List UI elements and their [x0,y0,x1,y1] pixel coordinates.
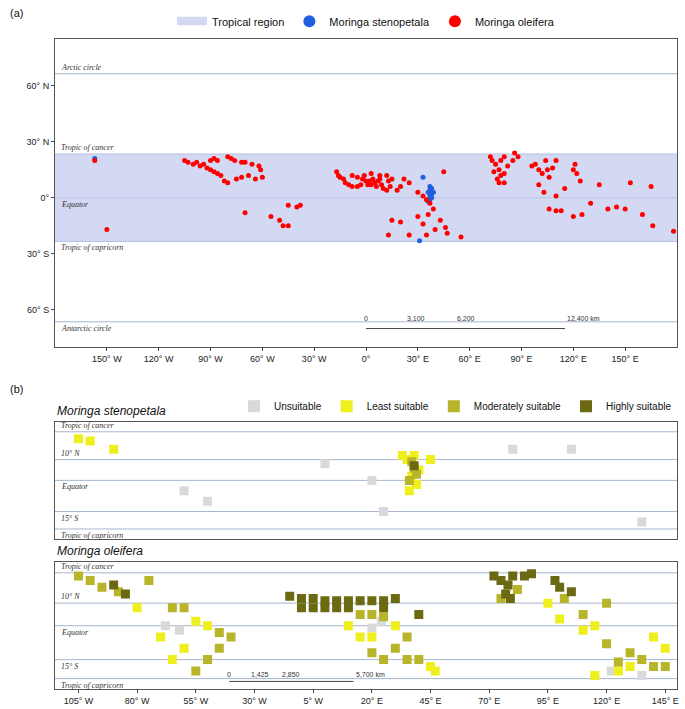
svg-text:Moringa stenopetala: Moringa stenopetala [57,404,166,418]
svg-text:3,100: 3,100 [407,315,425,322]
svg-text:120° E: 120° E [593,696,620,706]
svg-text:60° N: 60° N [27,81,50,91]
svg-text:6,200: 6,200 [457,315,475,322]
svg-text:Tropic of cancer: Tropic of cancer [61,421,114,430]
svg-text:Moringa oleifera: Moringa oleifera [475,16,555,28]
svg-text:10° N: 10° N [61,449,80,458]
svg-text:Equator: Equator [61,200,89,209]
svg-text:0: 0 [227,671,231,678]
svg-text:105° W: 105° W [64,696,94,706]
svg-text:30° S: 30° S [27,249,49,259]
svg-text:Tropic of capricorn: Tropic of capricorn [61,531,123,540]
svg-text:Tropical region: Tropical region [212,16,284,28]
svg-text:90° W: 90° W [198,354,223,364]
svg-text:15° S: 15° S [61,514,78,523]
svg-text:Arctic circle: Arctic circle [61,63,102,72]
svg-text:5° W: 5° W [303,696,323,706]
svg-text:120° E: 120° E [560,354,587,364]
svg-text:55° W: 55° W [184,696,209,706]
svg-text:Moringa oleifera: Moringa oleifera [57,544,143,558]
svg-text:10° N: 10° N [61,592,80,601]
svg-text:Least suitable: Least suitable [367,401,429,412]
svg-text:0°: 0° [362,354,371,364]
svg-text:(b): (b) [10,383,23,395]
svg-text:Moringa stenopetala: Moringa stenopetala [329,16,430,28]
svg-text:Equator: Equator [61,628,89,637]
svg-text:1,425: 1,425 [251,671,269,678]
svg-text:Equator: Equator [61,482,89,491]
svg-text:30° E: 30° E [407,354,429,364]
svg-text:95° E: 95° E [537,696,559,706]
svg-text:2,850: 2,850 [282,671,300,678]
svg-text:60° E: 60° E [459,354,481,364]
svg-text:145° E: 145° E [652,696,679,706]
svg-text:Antarctic circle: Antarctic circle [61,324,112,333]
svg-text:Tropic of cancer: Tropic of cancer [61,562,114,571]
svg-text:150° E: 150° E [612,354,639,364]
svg-text:Tropic of capricorn: Tropic of capricorn [61,681,123,690]
svg-text:0: 0 [364,315,368,322]
svg-text:5,700 km: 5,700 km [356,671,385,678]
svg-text:150° W: 150° W [92,354,122,364]
svg-text:90° E: 90° E [510,354,532,364]
svg-text:80° W: 80° W [125,696,150,706]
svg-text:20° E: 20° E [361,696,383,706]
svg-text:30° N: 30° N [27,137,50,147]
svg-text:30° W: 30° W [242,696,267,706]
svg-text:Unsuitable: Unsuitable [274,401,322,412]
svg-text:15° S: 15° S [61,662,78,671]
svg-text:120° W: 120° W [144,354,174,364]
svg-text:60° S: 60° S [27,305,49,315]
svg-text:Highly suitable: Highly suitable [606,401,671,412]
svg-text:(a): (a) [10,7,23,19]
svg-text:Moderately suitable: Moderately suitable [474,401,561,412]
svg-text:12,400 km: 12,400 km [567,315,600,322]
svg-text:Tropic of cancer: Tropic of cancer [61,143,114,152]
svg-text:Tropic of capricorn: Tropic of capricorn [61,243,123,252]
svg-text:30° W: 30° W [302,354,327,364]
svg-text:45° E: 45° E [419,696,441,706]
svg-text:70° E: 70° E [478,696,500,706]
svg-text:0°: 0° [41,193,50,203]
svg-text:60° W: 60° W [250,354,275,364]
